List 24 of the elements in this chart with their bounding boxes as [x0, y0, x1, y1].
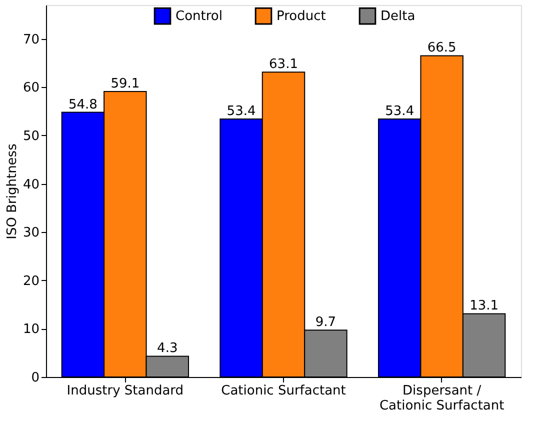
- y-tick-label: 20: [22, 274, 40, 289]
- legend-label: Product: [276, 9, 326, 24]
- data-label: 4.3: [157, 341, 178, 356]
- legend-label: Delta: [380, 9, 416, 24]
- data-label: 13.1: [470, 298, 499, 314]
- y-tick-label: 60: [22, 80, 40, 96]
- y-tick-label: 0: [31, 370, 40, 386]
- data-label: 54.8: [68, 97, 98, 112]
- x-tick-label: Dispersant / Cationic Surfactant: [379, 384, 504, 414]
- data-label: 53.4: [226, 104, 256, 120]
- data-label: 53.4: [385, 104, 414, 120]
- y-tick-label: 40: [22, 177, 40, 192]
- y-tick-label: 30: [22, 226, 40, 241]
- data-label: 9.7: [315, 315, 336, 330]
- legend-label: Control: [176, 9, 222, 24]
- x-tick-label: Cationic Surfactant: [221, 384, 346, 398]
- data-label: 66.5: [427, 40, 456, 56]
- y-tick-label: 10: [22, 322, 40, 338]
- data-label: 63.1: [269, 57, 298, 72]
- x-tick-label: Industry Standard: [66, 384, 184, 398]
- y-tick-label: 50: [22, 128, 40, 144]
- y-tick-label: 70: [22, 32, 40, 48]
- y-axis-title: ISO Brightness: [4, 143, 20, 240]
- data-label: 59.1: [110, 76, 140, 92]
